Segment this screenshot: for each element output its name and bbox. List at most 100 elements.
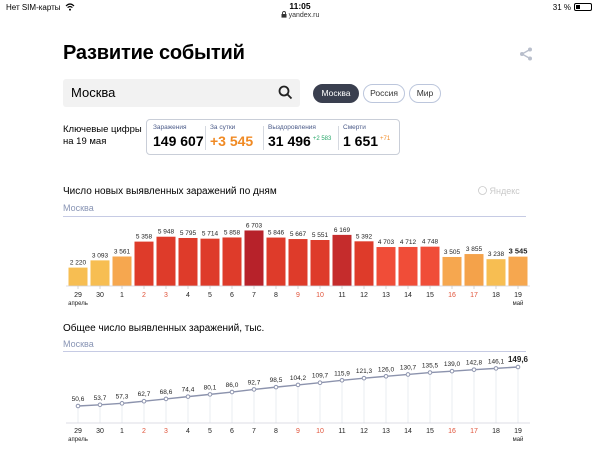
line-point[interactable] [515,364,521,370]
bar-value-label: 3 561 [114,248,131,255]
line-point[interactable] [141,398,147,404]
line-point[interactable] [251,387,257,392]
x-tick-label: 13 [382,292,390,299]
bar[interactable] [486,259,506,286]
bar[interactable] [354,241,374,286]
line-point[interactable] [383,373,389,379]
battery-text: 31 % [552,3,571,12]
stat-deaths-label: Смерти [343,124,366,131]
carrier-text: Нет SIM-карты [6,3,61,12]
share-icon[interactable] [518,46,534,62]
bar[interactable] [90,260,110,286]
line-point[interactable] [427,370,433,375]
daily-chart-title: Число новых выявленных заражений по дням [63,186,277,197]
line-point[interactable] [229,389,235,395]
line-point[interactable] [295,382,301,388]
total-chart-divider [63,351,526,352]
x-tick-label: 15 [426,428,434,435]
total-cases-line-chart: 50,6 53,7 57,3 62,7 68,6 74,4 80,1 86,0 92,7 98,5… [66,355,530,443]
line-point[interactable] [449,368,455,374]
point-value-label: 130,7 [400,364,417,371]
bar[interactable] [244,230,264,286]
x-tick-label: 12 [360,428,368,435]
x-tick-label: 12 [360,292,368,299]
region-moscow-button[interactable]: Москва [313,84,359,103]
x-tick-label: 5 [208,292,212,299]
key-figures-label-line1: Ключевые цифры [63,124,142,135]
stat-recovered-delta: +2 583 [312,136,332,142]
x-tick-label: 19 [514,428,522,435]
stat-divider [263,126,264,150]
month-label: апрель [68,437,88,443]
line-point[interactable] [163,396,169,402]
region-russia-button[interactable]: Россия [363,84,405,103]
lock-icon [281,11,287,18]
line-point[interactable] [339,377,345,383]
daily-chart-region: Москва [63,203,94,213]
bar[interactable] [310,240,330,286]
line-point[interactable] [97,402,103,408]
point-value-label: 109,7 [312,373,329,380]
x-tick-label: 29 [74,428,82,435]
line-point[interactable] [119,401,125,406]
bar[interactable] [112,256,132,286]
search-input[interactable]: Москва [63,79,300,107]
bar[interactable] [266,237,286,286]
month-label: май [513,300,524,307]
line-point[interactable] [75,403,81,409]
point-value-label: 74,4 [182,387,195,394]
line-point[interactable] [405,372,411,377]
bar[interactable] [68,267,88,286]
url-text: yandex.ru [288,12,320,19]
bar[interactable] [222,237,242,286]
x-tick-label: 9 [296,292,300,299]
point-value-label: 149,6 [508,355,529,364]
x-tick-label: 1 [120,292,124,299]
total-chart-region: Москва [63,339,94,349]
line-point[interactable] [361,375,367,381]
line-point[interactable] [493,366,499,371]
bar[interactable] [178,237,198,286]
search-icon[interactable] [278,85,293,100]
bar-value-label: 2 220 [70,260,87,267]
x-tick-label: 17 [470,292,478,299]
bar-value-label: 5 551 [312,232,329,239]
bar[interactable] [200,238,220,286]
x-tick-label: 30 [96,428,104,435]
bar[interactable] [508,256,528,286]
bar-value-label: 5 358 [136,234,153,241]
line-point[interactable] [207,392,213,397]
bar-value-label: 6 169 [334,227,351,234]
line-point[interactable] [185,394,191,399]
bar[interactable] [464,254,484,286]
daily-chart-divider [63,216,526,217]
bar[interactable] [156,236,176,286]
x-tick-label: 1 [120,428,124,435]
region-world-button[interactable]: Мир [409,84,441,103]
url-bar[interactable]: yandex.ru [0,11,600,19]
line-point[interactable] [273,384,279,390]
bar-value-label: 5 795 [180,230,197,237]
bar[interactable] [376,247,396,286]
point-value-label: 68,6 [160,389,173,396]
x-tick-label: 16 [448,428,456,435]
line-point[interactable] [471,367,477,372]
bar[interactable] [442,256,462,286]
line-point[interactable] [317,380,323,386]
bar[interactable] [420,246,440,286]
bar[interactable] [134,241,154,286]
x-tick-label: 30 [96,292,104,299]
battery-indicator: 31 % [553,3,592,12]
clock: 11:05 [289,1,311,11]
bar[interactable] [288,239,308,286]
x-tick-label: 3 [164,292,168,299]
bar[interactable] [398,246,418,286]
bar[interactable] [332,234,352,286]
bar-value-label: 5 948 [158,229,175,236]
battery-icon [574,3,592,11]
stat-deaths-delta: +71 [380,136,391,142]
x-tick-label: 18 [492,292,500,299]
x-tick-label: 11 [338,428,345,435]
x-tick-label: 14 [404,292,412,299]
x-tick-label: 18 [492,428,500,435]
